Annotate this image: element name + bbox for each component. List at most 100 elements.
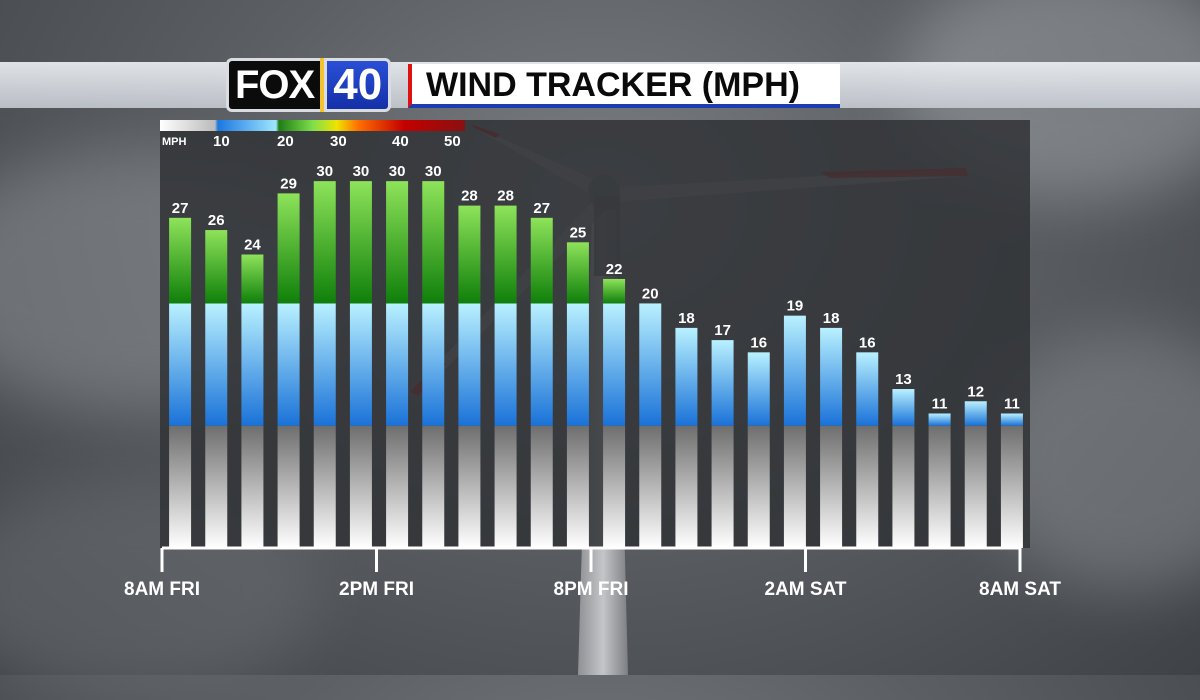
bar-value-label: 16 <box>859 334 876 351</box>
legend-color-scale <box>160 120 465 131</box>
wind-bar <box>494 205 517 548</box>
wind-bar-segment <box>856 352 879 426</box>
bar-value-label: 30 <box>425 163 442 180</box>
wind-bar <box>603 278 626 548</box>
x-tick-label: 8AM FRI <box>124 579 200 600</box>
bar-value-label: 30 <box>316 163 333 180</box>
bar-value-label: 24 <box>244 237 261 254</box>
wind-bar-segment <box>1000 413 1023 426</box>
page-title: WIND TRACKER (MPH) <box>426 66 800 104</box>
legend-tick-label: 50 <box>444 133 461 150</box>
bar-value-label: 27 <box>172 200 189 217</box>
wind-bar-segment <box>820 425 843 548</box>
bar-value-label: 27 <box>533 200 550 217</box>
wind-bar-segment <box>1000 425 1023 548</box>
x-tick-label: 8AM SAT <box>979 579 1061 600</box>
bar-value-label: 22 <box>606 261 623 278</box>
x-tick-label: 8PM FRI <box>554 579 629 600</box>
wind-bar-segment <box>494 205 517 304</box>
wind-bar <box>349 181 372 548</box>
wind-bar-segment <box>241 254 264 304</box>
wind-bar <box>711 340 734 548</box>
legend-tick-label: 40 <box>392 133 409 150</box>
wind-bar-segment <box>639 425 662 548</box>
wind-bar <box>205 230 228 548</box>
bar-value-label: 30 <box>353 163 370 180</box>
wind-bar <box>892 389 915 548</box>
wind-bar-segment <box>530 425 553 548</box>
wind-bar-segment <box>892 425 915 548</box>
wind-bar-segment <box>205 230 228 304</box>
bar-value-label: 19 <box>787 298 804 315</box>
wind-bar-segment <box>530 217 553 304</box>
wind-bar-segment <box>277 193 300 304</box>
wind-bar-segment <box>856 425 879 548</box>
wind-bar <box>783 315 806 548</box>
wind-bar-segment <box>928 413 951 426</box>
wind-bar <box>169 217 192 548</box>
wind-bar-segment <box>711 425 734 548</box>
legend-tick-label: 30 <box>330 133 347 150</box>
wind-bar-segment <box>639 303 662 426</box>
wind-bar-segment <box>747 425 770 548</box>
wind-bar-segment <box>566 242 589 304</box>
wind-bar-chart: 27 26 24 29 30 30 30 30 28 28 27 25 22 20 18 17 16 19 18 16… <box>124 163 1061 600</box>
wind-bar <box>277 193 300 548</box>
bar-value-label: 11 <box>932 395 948 412</box>
bar-value-label: 25 <box>570 224 587 241</box>
wind-bar-segment <box>169 217 192 304</box>
wind-bar-segment <box>458 425 481 548</box>
wind-bar-segment <box>241 303 264 426</box>
wind-bar-segment <box>313 425 336 548</box>
wind-bar-segment <box>386 425 409 548</box>
wind-bar-segment <box>313 303 336 426</box>
bar-value-label: 28 <box>497 188 514 205</box>
logo-separator <box>320 58 325 112</box>
bar-value-label: 28 <box>461 188 478 205</box>
color-legend: MPH 10 20 30 40 50 <box>160 120 465 152</box>
wind-bar-segment <box>386 303 409 426</box>
wind-bar-segment <box>603 425 626 548</box>
wind-bar-segment <box>458 303 481 426</box>
wind-bar <box>747 352 770 548</box>
wind-bar-segment <box>205 425 228 548</box>
wind-bar-segment <box>530 303 553 426</box>
wind-bar-segment <box>928 425 951 548</box>
wind-bar <box>675 327 698 548</box>
wind-bar <box>530 217 553 548</box>
bar-value-label: 20 <box>642 285 659 302</box>
wind-bar-segment <box>892 389 915 426</box>
wind-bar <box>313 181 336 548</box>
wind-bar-segment <box>422 303 445 426</box>
legend-tick-label: 20 <box>277 133 294 150</box>
wind-bar-segment <box>169 303 192 426</box>
wind-bar-segment <box>277 303 300 426</box>
x-tick-label: 2AM SAT <box>765 579 847 600</box>
bar-value-label: 16 <box>750 334 767 351</box>
wind-bar-segment <box>820 327 843 426</box>
wind-bar-segment <box>603 303 626 426</box>
wind-bar-segment <box>349 425 372 548</box>
legend-tick-label: 10 <box>213 133 230 150</box>
bar-value-label: 13 <box>895 371 912 388</box>
bar-value-label: 18 <box>823 310 840 327</box>
wind-bar <box>964 401 987 548</box>
fox40-logo: FOX 40 <box>226 58 392 112</box>
wind-bar-segment <box>205 303 228 426</box>
wind-bar-segment <box>277 425 300 548</box>
wind-bar-segment <box>422 425 445 548</box>
x-tick-label: 2PM FRI <box>339 579 414 600</box>
wind-bar-segment <box>747 352 770 426</box>
bar-value-label: 12 <box>967 383 984 400</box>
wind-bar-segment <box>349 181 372 304</box>
title-box: WIND TRACKER (MPH) <box>408 64 840 108</box>
wind-bar-segment <box>783 425 806 548</box>
wind-bar-segment <box>458 205 481 304</box>
wind-bar-segment <box>313 181 336 304</box>
wind-bar <box>856 352 879 548</box>
wind-bar <box>422 181 445 548</box>
wind-bar <box>1000 413 1023 548</box>
wind-bar <box>928 413 951 548</box>
legend-unit-label: MPH <box>162 136 187 148</box>
wind-bar-segment <box>964 425 987 548</box>
